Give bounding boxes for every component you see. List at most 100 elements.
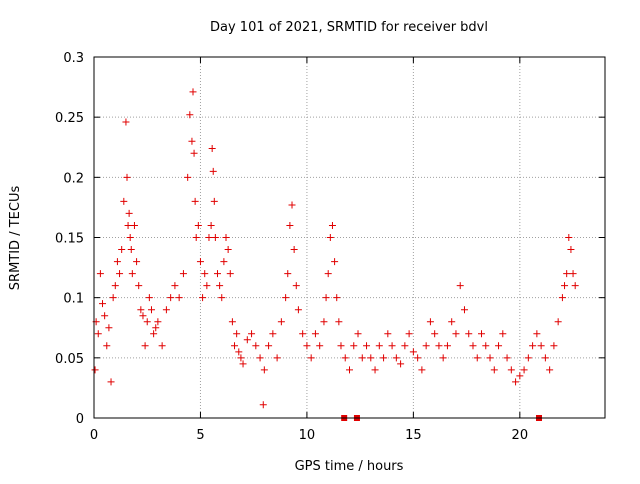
data-point — [354, 330, 362, 338]
data-point — [358, 354, 366, 362]
data-point — [286, 221, 294, 229]
data-point — [171, 282, 179, 290]
data-point — [414, 354, 422, 362]
data-point — [435, 342, 443, 350]
data-point — [294, 306, 302, 314]
x-tick-label: 5 — [196, 428, 204, 443]
data-point — [188, 137, 196, 145]
data-point — [273, 354, 281, 362]
data-point — [123, 173, 131, 181]
data-point — [113, 258, 121, 266]
data-point — [191, 197, 199, 205]
data-point — [101, 312, 109, 320]
data-point — [201, 270, 209, 278]
x-axis-label: GPS time / hours — [295, 459, 404, 474]
data-point — [335, 318, 343, 326]
data-point — [103, 342, 111, 350]
data-point — [220, 258, 228, 266]
data-point — [94, 330, 102, 338]
data-point — [439, 354, 447, 362]
data-point — [537, 342, 545, 350]
data-point — [337, 342, 345, 350]
data-point — [162, 306, 170, 314]
y-tick-label: 0.3 — [63, 51, 84, 66]
chart-title: Day 101 of 2021, SRMTID for receiver bdv… — [210, 20, 488, 35]
data-point — [299, 330, 307, 338]
data-point — [116, 270, 124, 278]
data-point — [524, 354, 532, 362]
data-point — [448, 318, 456, 326]
data-point — [350, 342, 358, 350]
data-point — [126, 234, 134, 241]
data-point — [409, 348, 417, 356]
data-point — [486, 354, 494, 362]
data-point — [122, 118, 130, 126]
data-point — [105, 324, 113, 332]
data-point — [284, 270, 292, 278]
data-point — [154, 318, 162, 326]
data-point — [222, 234, 230, 241]
data-point — [213, 270, 221, 278]
data-point — [307, 354, 315, 362]
data-point — [422, 342, 430, 350]
data-point — [99, 300, 107, 308]
data-point — [443, 342, 451, 350]
data-point — [303, 342, 311, 350]
data-point — [152, 324, 160, 332]
data-point — [460, 306, 468, 314]
data-point — [141, 342, 149, 350]
data-point — [426, 318, 434, 326]
data-point — [194, 221, 202, 229]
data-point — [130, 221, 138, 229]
data-point — [235, 348, 243, 356]
data-point — [224, 246, 232, 254]
data-point — [569, 270, 577, 278]
data-point — [495, 342, 503, 350]
data-point — [137, 306, 145, 314]
data-point — [205, 234, 213, 241]
data-point — [125, 209, 133, 217]
y-tick-label: 0.05 — [55, 352, 84, 367]
data-point — [147, 306, 155, 314]
data-point — [237, 354, 245, 362]
data-point — [375, 342, 383, 350]
data-point — [456, 282, 464, 290]
data-point — [565, 234, 573, 241]
data-point — [145, 294, 153, 302]
data-point — [91, 366, 99, 374]
data-point — [118, 246, 126, 254]
data-point — [469, 342, 477, 350]
data-point — [124, 221, 132, 229]
data-point — [265, 342, 273, 350]
data-point — [401, 342, 409, 350]
data-point — [516, 372, 524, 380]
data-point — [326, 234, 334, 241]
data-point — [561, 282, 569, 290]
data-point — [558, 294, 566, 302]
y-tick-label: 0.1 — [63, 292, 84, 307]
data-point — [143, 318, 151, 326]
data-point — [207, 221, 215, 229]
data-point — [465, 330, 473, 338]
data-point — [292, 282, 300, 290]
data-point — [331, 258, 339, 266]
data-point — [328, 221, 336, 229]
data-point — [529, 342, 537, 350]
data-point — [533, 330, 541, 338]
data-point — [120, 197, 128, 205]
data-point — [208, 144, 216, 152]
data-point — [109, 294, 117, 302]
data-point — [243, 336, 251, 344]
data-point — [135, 282, 143, 290]
data-point — [490, 366, 498, 374]
data-point — [405, 330, 413, 338]
data-point — [550, 342, 558, 350]
data-point — [216, 282, 224, 290]
x-tick-label: 15 — [405, 428, 422, 443]
axis-ticks: 0 5 10 15 20 0 0.05 0.1 0.15 0.2 0.25 0.3 — [55, 51, 605, 443]
data-point — [277, 318, 285, 326]
data-point — [210, 197, 218, 205]
data-point — [541, 354, 549, 362]
